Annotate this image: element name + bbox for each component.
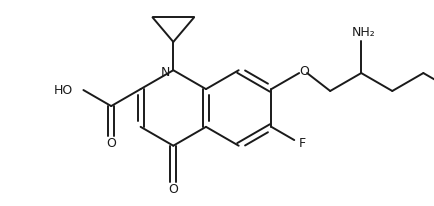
Text: F: F [298, 137, 305, 150]
Text: NH₂: NH₂ [351, 26, 374, 39]
Text: O: O [299, 64, 308, 78]
Text: O: O [168, 183, 178, 196]
Text: O: O [106, 137, 116, 150]
Text: N: N [160, 66, 170, 79]
Text: HO: HO [54, 84, 73, 97]
